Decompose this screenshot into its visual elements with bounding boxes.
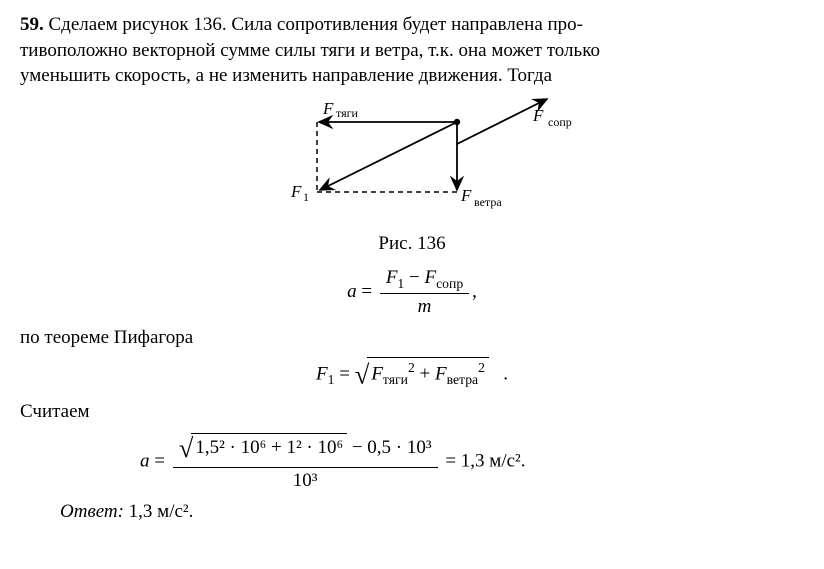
eq1-lhs: a [347, 280, 357, 301]
equation-compute: a = √1,5² · 10⁶ + 1² · 10⁶ − 0,5 · 10³ 1… [20, 431, 804, 494]
equation-f1: F1 = √ Fтяги2 + Fветра2 . [20, 357, 804, 393]
problem-number: 59. [20, 14, 44, 35]
problem-line-3: уменьшить скорость, а не изменить направ… [20, 63, 804, 89]
label-f1: 1 [303, 190, 309, 204]
label-vetra: ветра [474, 195, 502, 209]
answer-value: 1,3 м/с². [124, 501, 193, 522]
problem-text: 59. Сделаем рисунок 136. Сила сопротивле… [20, 12, 804, 38]
problem-line-2: тивоположно векторной сумме силы тяги и … [20, 38, 804, 64]
answer-label: Ответ: [60, 501, 124, 522]
problem-line-1: Сделаем рисунок 136. Сила сопротивления … [49, 14, 584, 35]
answer-line: Ответ: 1,3 м/с². [20, 499, 804, 525]
pythagoras-text: по теореме Пифагора [20, 325, 804, 351]
label-tyagi: тяги [336, 106, 359, 120]
label-sopr: сопр [548, 115, 572, 129]
figure-caption: Рис. 136 [20, 231, 804, 257]
compute-text: Считаем [20, 399, 804, 425]
equation-a: a = F1 − Fсопр m , [20, 265, 804, 320]
figure-136: F⃗ тяги F⃗ сопр F⃗ 1 F⃗ ветра [20, 97, 804, 227]
